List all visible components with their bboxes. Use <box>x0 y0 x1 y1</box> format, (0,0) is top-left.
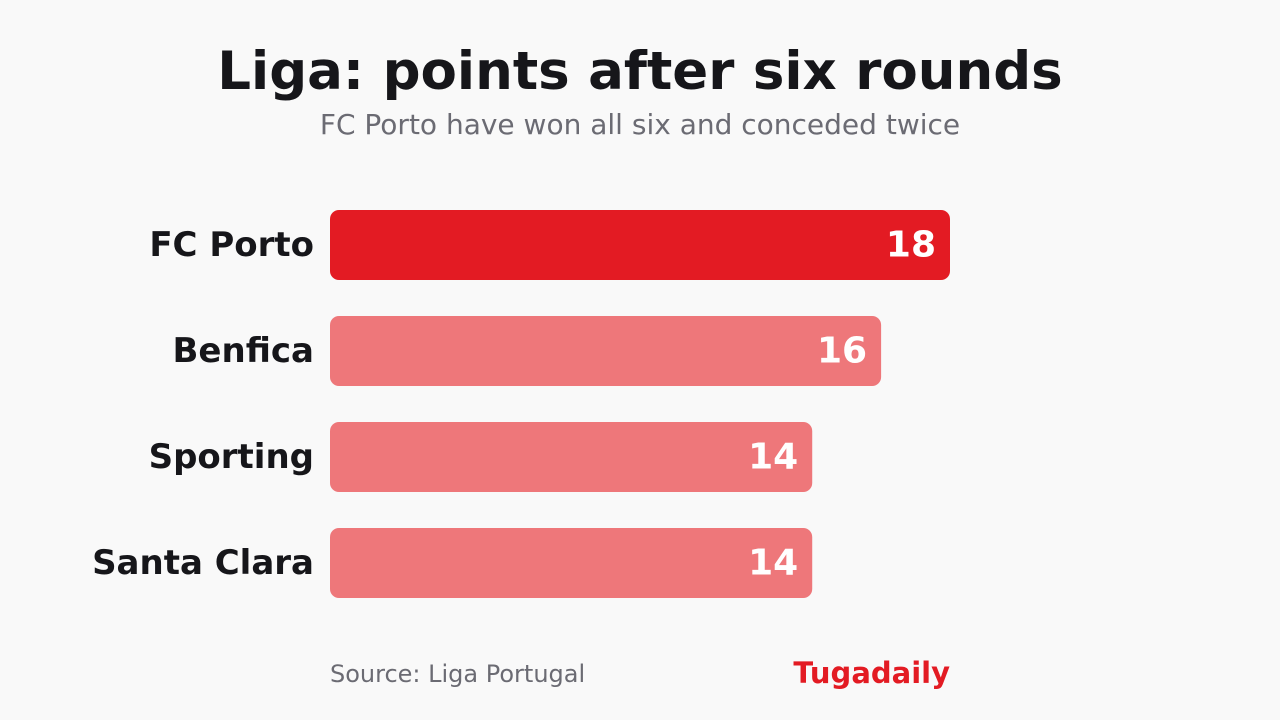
value-label: 14 <box>748 437 798 478</box>
value-label: 16 <box>817 331 867 372</box>
bar <box>330 316 882 386</box>
brand-logo: Tugadaily <box>793 656 950 690</box>
category-label: Benfica <box>173 331 314 371</box>
bar <box>330 422 813 492</box>
source-note: Source: Liga Portugal <box>330 660 586 688</box>
bar <box>330 528 813 598</box>
bar-group: Sporting 14 <box>149 422 813 492</box>
bar <box>330 210 950 280</box>
bar-group: FC Porto 18 <box>149 210 950 280</box>
category-label: Santa Clara <box>92 543 314 583</box>
bar-group: Benfica 16 <box>173 316 882 386</box>
value-label: 18 <box>886 225 936 266</box>
value-label: 14 <box>748 543 798 584</box>
category-label: FC Porto <box>149 225 314 265</box>
chart-subtitle: FC Porto have won all six and conceded t… <box>319 108 961 141</box>
category-label: Sporting <box>149 437 314 477</box>
bar-group: Santa Clara 14 <box>92 528 813 598</box>
chart-title: Liga: points after six rounds <box>217 41 1063 102</box>
